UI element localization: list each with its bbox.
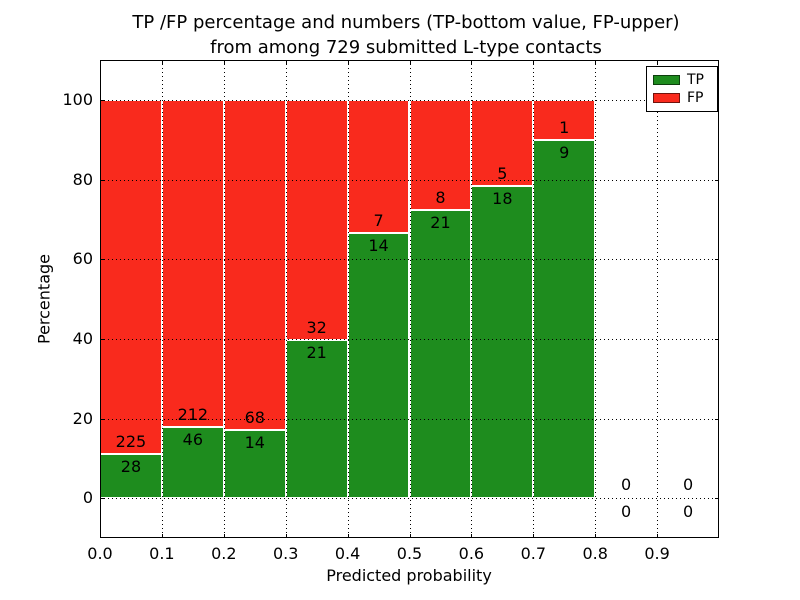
fp-count-label: 0 bbox=[621, 475, 632, 495]
x-tick-bottom bbox=[533, 534, 535, 538]
v-gridline bbox=[223, 60, 225, 538]
y-tick-label: 100 bbox=[62, 89, 93, 109]
x-tick-top bbox=[595, 60, 597, 64]
fp-count-label: 8 bbox=[435, 187, 446, 207]
x-tick-label: 0.3 bbox=[272, 544, 299, 563]
y-tick-left bbox=[100, 498, 104, 500]
v-gridline bbox=[285, 60, 287, 538]
x-axis-title: Predicted probability bbox=[326, 566, 492, 585]
x-tick-top bbox=[533, 60, 535, 64]
tp-count-label: 21 bbox=[430, 212, 451, 232]
x-tick-bottom bbox=[471, 534, 473, 538]
x-tick-top bbox=[223, 60, 225, 64]
chart-title-line2: from among 729 submitted L-type contacts bbox=[210, 37, 602, 58]
x-tick-label: 0.5 bbox=[396, 544, 423, 563]
x-tick-label: 0.8 bbox=[582, 544, 608, 563]
plot-area: 225 28 212 46 68 14 32 21 7 14 8 21 5 18 1 9 0 0 0 0 bbox=[100, 60, 719, 538]
y-tick-label: 20 bbox=[72, 408, 93, 428]
y-tick-right bbox=[715, 418, 719, 420]
fp-count-label: 5 bbox=[497, 164, 508, 184]
x-tick-label: 0.6 bbox=[458, 544, 485, 563]
x-tick-label: 0.2 bbox=[211, 544, 237, 563]
x-tick-label: 0.0 bbox=[87, 544, 113, 563]
x-tick-top bbox=[285, 60, 287, 64]
y-tick-left bbox=[100, 99, 104, 101]
v-gridline bbox=[657, 60, 659, 538]
legend-item-tp: TP bbox=[653, 71, 711, 89]
legend-swatch-fp bbox=[653, 93, 680, 103]
y-tick-right bbox=[715, 498, 719, 500]
y-tick-left bbox=[100, 179, 104, 181]
bar-fp-segment bbox=[161, 99, 224, 428]
x-tick-bottom bbox=[347, 534, 349, 538]
y-tick-label: 60 bbox=[72, 249, 93, 269]
tp-count-label: 18 bbox=[492, 189, 513, 209]
bar-tp-segment bbox=[409, 209, 472, 499]
bar-fp-segment bbox=[223, 99, 286, 431]
x-tick-label: 0.7 bbox=[520, 544, 547, 563]
y-tick-right bbox=[715, 179, 719, 181]
x-tick-label: 0.4 bbox=[334, 544, 361, 563]
x-tick-bottom bbox=[100, 534, 101, 538]
x-tick-bottom bbox=[223, 534, 225, 538]
v-gridline bbox=[533, 60, 535, 538]
y-axis-title: Percentage bbox=[34, 253, 54, 345]
tp-count-label: 28 bbox=[120, 457, 142, 477]
legend-swatch-tp bbox=[653, 75, 680, 85]
x-tick-label: 0.1 bbox=[149, 544, 175, 563]
tp-count-label: 9 bbox=[559, 142, 570, 162]
y-tick-label: 0 bbox=[82, 488, 93, 508]
legend-label-tp: TP bbox=[687, 72, 704, 88]
legend-item-fp: FP bbox=[653, 89, 711, 107]
x-tick-bottom bbox=[285, 534, 287, 538]
x-tick-bottom bbox=[161, 534, 163, 538]
v-gridline bbox=[471, 60, 473, 538]
fp-count-label: 225 bbox=[115, 432, 147, 452]
tp-count-label: 14 bbox=[368, 235, 389, 255]
fp-count-label: 32 bbox=[306, 318, 327, 338]
y-tick-right bbox=[715, 338, 719, 340]
x-tick-bottom bbox=[409, 534, 411, 538]
bar-tp-segment bbox=[223, 430, 286, 499]
bar-tp-segment bbox=[347, 232, 410, 499]
x-tick-bottom bbox=[595, 534, 597, 538]
bar-tp-segment bbox=[533, 139, 596, 499]
fp-count-label: 0 bbox=[682, 475, 694, 495]
y-tick-right bbox=[715, 259, 719, 261]
tp-count-label: 0 bbox=[621, 502, 632, 522]
fp-count-label: 212 bbox=[177, 405, 209, 425]
legend: TP FP bbox=[646, 66, 718, 112]
x-tick-top bbox=[471, 60, 473, 64]
bar-fp-segment bbox=[100, 99, 162, 455]
y-tick-left bbox=[100, 418, 104, 420]
fp-count-label: 68 bbox=[244, 408, 265, 428]
y-tick-left bbox=[100, 338, 104, 340]
bar-tp-segment bbox=[471, 186, 534, 499]
fp-count-label: 1 bbox=[559, 117, 570, 137]
y-tick-label: 40 bbox=[72, 328, 93, 348]
bar-fp-segment bbox=[285, 99, 348, 341]
x-tick-label: 0.9 bbox=[644, 544, 670, 563]
x-tick-top bbox=[657, 60, 659, 64]
v-gridline bbox=[595, 60, 597, 538]
v-gridline bbox=[347, 60, 349, 538]
tp-count-label: 21 bbox=[306, 343, 327, 363]
tp-count-label: 14 bbox=[244, 433, 265, 453]
x-tick-top bbox=[161, 60, 163, 64]
x-tick-top bbox=[347, 60, 349, 64]
tp-count-label: 46 bbox=[182, 430, 204, 450]
v-gridline bbox=[409, 60, 411, 538]
y-tick-left bbox=[100, 259, 104, 261]
fp-count-label: 7 bbox=[373, 210, 384, 230]
tp-count-label: 0 bbox=[682, 502, 694, 522]
x-tick-top bbox=[409, 60, 411, 64]
v-gridline bbox=[161, 60, 163, 538]
legend-label-fp: FP bbox=[687, 90, 704, 106]
chart-title-line1: TP /FP percentage and numbers (TP-bottom… bbox=[132, 12, 680, 33]
x-tick-top bbox=[100, 60, 101, 64]
x-tick-bottom bbox=[657, 534, 659, 538]
y-tick-label: 80 bbox=[72, 169, 93, 189]
chart-title: TP /FP percentage and numbers (TP-bottom… bbox=[132, 10, 679, 60]
